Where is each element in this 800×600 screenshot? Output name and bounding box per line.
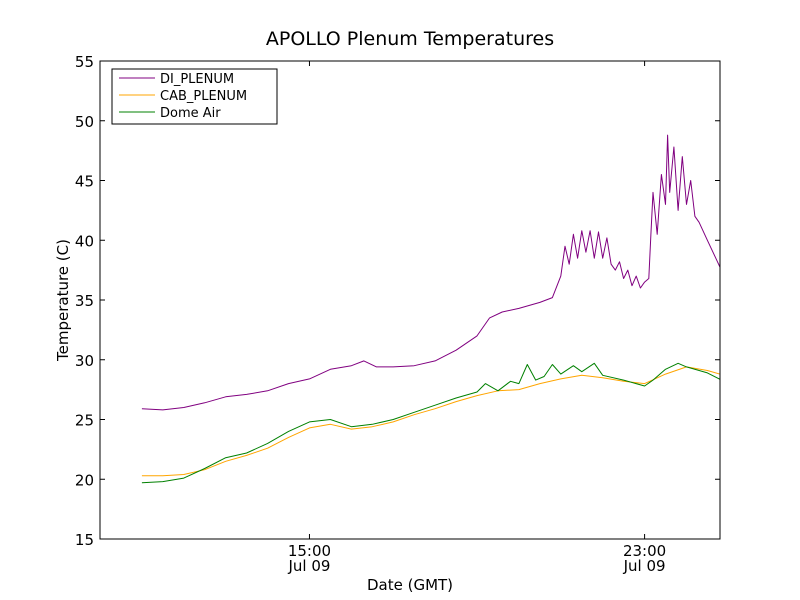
- y-tick-label: 35: [75, 292, 94, 310]
- y-axis-label: Temperature (C): [54, 239, 72, 362]
- x-tick-sublabel: Jul 09: [623, 557, 666, 575]
- y-tick-label: 40: [75, 232, 94, 250]
- series-line-cab-plenum: [141, 366, 720, 477]
- series-line-di-plenum: [141, 134, 720, 411]
- legend-label: DI_PLENUM: [160, 72, 234, 87]
- x-tick-label: 23:00: [623, 542, 666, 560]
- chart-title: APOLLO Plenum Temperatures: [266, 28, 554, 50]
- series-line-dome-air: [141, 362, 720, 484]
- legend-label: Dome Air: [160, 106, 221, 121]
- x-axis-label: Date (GMT): [367, 576, 453, 594]
- y-tick-label: 45: [75, 173, 94, 191]
- y-tick-label: 50: [75, 113, 94, 131]
- y-tick-label: 20: [75, 471, 94, 489]
- y-tick-label: 15: [75, 531, 94, 549]
- legend-label: CAB_PLENUM: [160, 89, 247, 104]
- x-tick-sublabel: Jul 09: [287, 557, 330, 575]
- plot-area: [141, 134, 720, 484]
- y-tick-label: 55: [75, 53, 94, 71]
- legend: DI_PLENUM CAB_PLENUM Dome Air: [111, 68, 278, 125]
- x-tick-label: 15:00: [288, 542, 331, 560]
- y-tick-label: 25: [75, 412, 94, 430]
- y-tick-label: 30: [75, 352, 94, 370]
